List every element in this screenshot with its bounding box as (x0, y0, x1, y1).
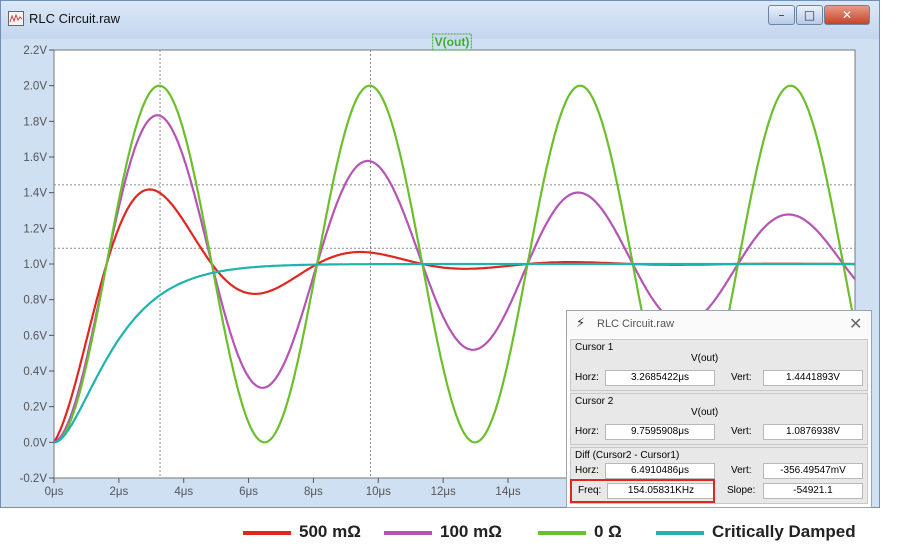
legend-swatch (656, 531, 704, 535)
diff-slope-field[interactable]: -54921.1 (763, 483, 863, 499)
y-tick-label: 1.0V (23, 259, 47, 271)
cursor2-vert-label: Vert: (731, 426, 752, 437)
cursor2-vert-field[interactable]: 1.0876938V (763, 424, 863, 440)
legend-label: 100 mΩ (440, 522, 502, 541)
x-tick-label: 2μs (109, 486, 128, 498)
cursor1-horz-field[interactable]: 3.2685422μs (605, 370, 715, 386)
cursor2-trace: V(out) (691, 407, 719, 418)
trace-title-box (432, 33, 472, 51)
cursor1-section: Cursor 1 V(out) Horz: 3.2685422μs Vert: … (570, 339, 868, 391)
dialog-title: RLC Circuit.raw (597, 318, 675, 330)
y-tick-label: 0.4V (23, 366, 47, 378)
cursor1-vert-label: Vert: (731, 372, 752, 383)
diff-vert-label: Vert: (731, 465, 752, 476)
cursor1-heading: Cursor 1 (575, 342, 614, 353)
diff-freq-label: Freq: (578, 485, 602, 496)
legend: 500 mΩ 100 mΩ 0 Ω Critically Damped (0, 508, 900, 558)
legend-label: 0 Ω (594, 522, 622, 541)
close-button[interactable]: ✕ (824, 5, 870, 25)
waveform-file-icon (8, 11, 24, 26)
diff-horz-field[interactable]: 6.4910486μs (605, 463, 715, 479)
cursor1-horz-label: Horz: (575, 372, 599, 383)
x-tick-label: 6μs (239, 486, 258, 498)
x-tick-label: 8μs (304, 486, 323, 498)
y-tick-label: 1.6V (23, 152, 47, 164)
cursor1-trace: V(out) (691, 353, 719, 364)
window-title: RLC Circuit.raw (29, 11, 121, 26)
cursor-dialog[interactable]: ⚡ RLC Circuit.raw ✕ Cursor 1 V(out) Horz… (566, 310, 872, 508)
trace-title: V(out) (435, 35, 470, 49)
y-tick-label: 2.0V (23, 81, 47, 93)
cursor1-vert-field[interactable]: 1.4441893V (763, 370, 863, 386)
series-100mohm (53, 114, 856, 444)
diff-slope-label: Slope: (727, 485, 756, 496)
diff-heading: Diff (Cursor2 - Cursor1) (575, 450, 680, 461)
y-tick-label: 0.8V (23, 295, 47, 307)
x-tick-label: 4μs (174, 486, 193, 498)
cursor2-section: Cursor 2 V(out) Horz: 9.7595908μs Vert: … (570, 393, 868, 445)
dialog-body: Cursor 1 V(out) Horz: 3.2685422μs Vert: … (570, 339, 868, 504)
y-tick-label: -0.2V (20, 473, 48, 485)
diff-horz-label: Horz: (575, 465, 599, 476)
freq-highlight-box (570, 479, 715, 503)
cursor2-horz-label: Horz: (575, 426, 599, 437)
y-tick-label: 1.8V (23, 116, 47, 128)
legend-swatch (243, 531, 291, 535)
maximize-button[interactable]: □ (796, 5, 823, 25)
ltspice-logo-icon: ⚡ (576, 316, 586, 331)
dialog-close-icon[interactable]: ✕ (849, 314, 863, 333)
y-tick-label: 1.2V (23, 223, 47, 235)
diff-vert-field[interactable]: -356.49547mV (763, 463, 863, 479)
cursor2-heading: Cursor 2 (575, 396, 614, 407)
legend-label: Critically Damped (712, 522, 856, 541)
series-critically-damped (53, 262, 855, 444)
cursor2-horz-field[interactable]: 9.7595908μs (605, 424, 715, 440)
minimize-button[interactable]: – (768, 5, 795, 25)
y-tick-label: 0.2V (23, 402, 47, 414)
dialog-title-bar[interactable]: ⚡ RLC Circuit.raw ✕ (567, 311, 871, 337)
legend-swatch (538, 531, 586, 535)
y-tick-label: 0.6V (23, 330, 47, 342)
x-tick-label: 14μs (495, 486, 520, 498)
y-tick-label: 0.0V (23, 437, 47, 449)
x-tick-label: 10μs (366, 486, 391, 498)
y-tick-label: 1.4V (23, 188, 47, 200)
diff-section: Diff (Cursor2 - Cursor1) Horz: 6.4910486… (570, 447, 868, 504)
x-tick-label: 0μs (45, 486, 64, 498)
x-tick-label: 12μs (431, 486, 456, 498)
y-tick-label: 2.2V (23, 45, 47, 57)
legend-label: 500 mΩ (299, 522, 361, 541)
legend-swatch (384, 531, 432, 535)
title-bar[interactable]: RLC Circuit.raw – □ ✕ (1, 1, 879, 39)
